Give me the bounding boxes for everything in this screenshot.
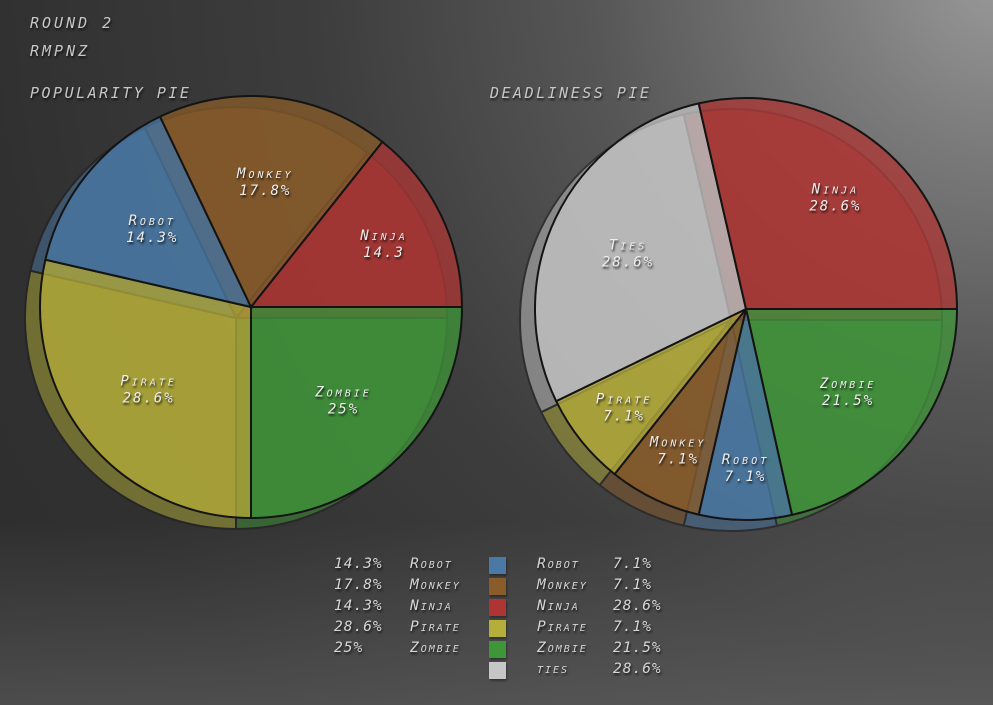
legend-left-name-2: Ninja <box>410 598 453 614</box>
legend-right-name-0: Robot <box>537 556 580 572</box>
legend-right-name-4: Zombie <box>537 640 588 656</box>
legend-swatch-ties <box>489 662 506 679</box>
slice-label-pirate-pct: 7.1% <box>603 409 645 425</box>
legend-left-pct-1: 17.8% <box>334 577 383 593</box>
legend-right-pct-0: 7.1% <box>613 556 652 572</box>
pie-slice-main-zombie <box>250 306 464 520</box>
slice-label-monkey: Monkey <box>236 166 294 182</box>
legend-left-pct-3: 28.6% <box>334 619 383 635</box>
pie-slice-main-monkey <box>158 94 384 309</box>
slice-label-zombie: Zombie <box>819 376 877 392</box>
legend-left-name-1: Monkey <box>410 577 461 593</box>
legend-left-name-4: Zombie <box>410 640 461 656</box>
legend-right-name-1: Monkey <box>537 577 588 593</box>
legend: 14.3% Robot Robot 7.1% 17.8% Monkey Monk… <box>334 556 713 682</box>
slice-label-ninja: Ninja <box>359 228 408 244</box>
legend-swatch-ninja <box>489 599 506 616</box>
pie-slice-main-zombie <box>744 308 959 517</box>
slice-label-pirate: Pirate <box>596 392 653 408</box>
slice-label-ties: Ties <box>609 238 648 254</box>
slice-label-zombie: Zombie <box>314 385 372 401</box>
pie-slice-main-pirate <box>39 258 252 520</box>
legend-swatch-robot <box>489 557 506 574</box>
round-code: RMPNZ <box>30 42 91 60</box>
legend-right-pct-5: 28.6% <box>613 661 662 677</box>
popularity-pie-title: POPULARITY PIE <box>30 84 192 102</box>
slice-label-monkey-pct: 17.8% <box>239 183 291 199</box>
legend-left-pct-0: 14.3% <box>334 556 383 572</box>
slice-label-robot-pct: 7.1% <box>725 469 767 485</box>
legend-left-name-3: Pirate <box>410 619 461 635</box>
slice-label-ninja-pct: 14.3 <box>363 245 405 261</box>
legend-right-pct-2: 28.6% <box>613 598 662 614</box>
legend-left-pct-4: 25% <box>334 640 364 656</box>
pie-0-layer-main <box>39 94 464 520</box>
slice-label-robot: Robot <box>128 213 176 229</box>
legend-swatch-zombie <box>489 641 506 658</box>
slice-label-pirate: Pirate <box>120 374 177 390</box>
slice-label-zombie-pct: 21.5% <box>822 393 874 409</box>
pie-1-layer-main <box>534 97 959 521</box>
slice-label-ties-pct: 28.6% <box>602 255 654 271</box>
pie-slice-main-ninja <box>697 97 959 310</box>
legend-right-name-5: ties <box>537 661 570 677</box>
slice-label-pirate-pct: 28.6% <box>123 391 175 407</box>
legend-swatch-pirate <box>489 620 506 637</box>
legend-right-pct-1: 7.1% <box>613 577 652 593</box>
legend-right-pct-4: 21.5% <box>613 640 662 656</box>
slice-label-robot: Robot <box>722 452 770 468</box>
legend-right-name-2: Ninja <box>537 598 580 614</box>
slice-label-monkey-pct: 7.1% <box>657 452 699 468</box>
pie-slice-main-ninja <box>248 140 464 308</box>
legend-left-name-0: Robot <box>410 556 453 572</box>
legend-left-pct-2: 14.3% <box>334 598 383 614</box>
legend-swatch-monkey <box>489 578 506 595</box>
slice-label-zombie-pct: 25% <box>328 402 359 418</box>
pie-slice-main-ties <box>534 102 748 403</box>
legend-right-name-3: Pirate <box>537 619 588 635</box>
slice-label-monkey: Monkey <box>649 435 707 451</box>
slice-label-ninja-pct: 28.6% <box>809 199 861 215</box>
pie-slice-main-robot <box>44 115 253 309</box>
slice-label-robot-pct: 14.3% <box>126 230 178 246</box>
deadliness-pie-title: DEADLINESS PIE <box>490 84 652 102</box>
slice-label-ninja: Ninja <box>811 182 860 198</box>
legend-right-pct-3: 7.1% <box>613 619 652 635</box>
round-title: ROUND 2 <box>30 14 115 32</box>
